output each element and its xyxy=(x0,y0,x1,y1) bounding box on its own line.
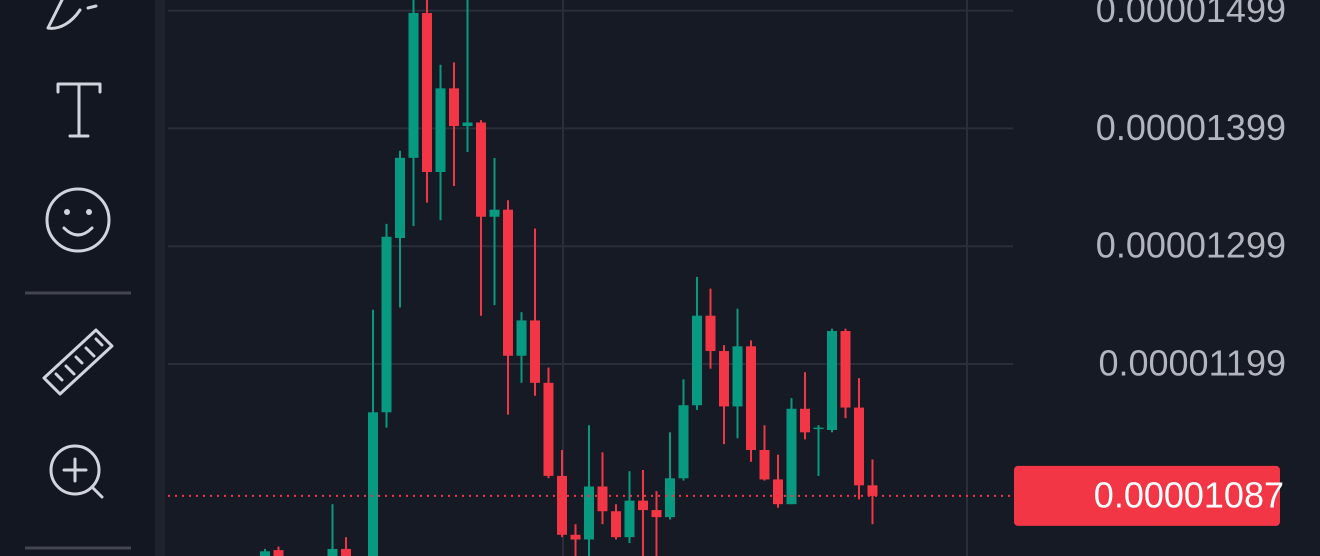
text-icon[interactable] xyxy=(56,82,102,138)
candle-body xyxy=(584,486,594,540)
candle-body xyxy=(732,346,743,407)
candle-body xyxy=(368,412,378,556)
candle-body xyxy=(543,382,554,476)
candle-body xyxy=(260,551,270,556)
ruler-tool[interactable] xyxy=(42,328,114,396)
candle-body xyxy=(530,320,540,383)
emoji-icon[interactable] xyxy=(45,187,111,253)
zoom-icon[interactable] xyxy=(49,444,101,496)
candle-body xyxy=(435,88,446,172)
candle-body xyxy=(395,157,405,238)
emoji-tool[interactable] xyxy=(45,187,111,253)
y-tick-label: 0.00001399 xyxy=(1096,107,1286,148)
y-tick-label: 0.00001299 xyxy=(1096,225,1286,266)
candle-body xyxy=(651,510,662,518)
candle-body xyxy=(813,427,824,430)
zoom-tool[interactable] xyxy=(49,444,104,499)
candle-body xyxy=(570,534,581,540)
brush-icon[interactable] xyxy=(46,0,98,30)
candle-body xyxy=(462,122,473,127)
candle-body xyxy=(678,405,689,479)
y-tick-label: 0.00001499 xyxy=(1096,0,1286,30)
candle-body xyxy=(341,548,351,556)
candle-body xyxy=(638,500,648,511)
price-axis: 0.00001499 0.00001399 0.00001299 0.00001199… xyxy=(1014,0,1286,526)
candle-body xyxy=(408,12,419,158)
candle-body xyxy=(449,88,459,127)
candle-body xyxy=(773,479,783,505)
grid xyxy=(168,9,1013,365)
candle-body xyxy=(422,12,432,172)
candle-body xyxy=(489,209,500,217)
text-tool[interactable] xyxy=(56,82,102,138)
candle-body xyxy=(597,486,608,512)
candle-body xyxy=(854,407,864,486)
candle-body xyxy=(746,346,756,450)
candle-body xyxy=(705,315,716,352)
candle-body xyxy=(719,351,729,407)
candle-body xyxy=(759,449,770,480)
emoji-eye xyxy=(64,209,70,215)
plot xyxy=(168,0,1013,556)
candle-body xyxy=(800,408,810,433)
candle-body xyxy=(611,511,621,538)
candle-body xyxy=(786,408,797,505)
candle-body xyxy=(476,122,486,217)
candle-body xyxy=(327,548,338,556)
candle-body xyxy=(867,485,878,496)
candle-body xyxy=(273,550,284,556)
candle-body xyxy=(840,331,851,408)
candle-body xyxy=(624,500,635,538)
candle-body xyxy=(557,475,567,535)
candle-body xyxy=(381,236,392,413)
last-price-badge xyxy=(1014,465,1280,526)
candle-body xyxy=(665,478,675,518)
candle-body xyxy=(503,209,513,356)
ruler-icon[interactable] xyxy=(42,328,114,396)
emoji-mouth xyxy=(62,226,94,237)
candle-body xyxy=(827,331,837,430)
zoom-plus xyxy=(62,457,104,499)
emoji-eye xyxy=(86,209,92,215)
drawing-tool[interactable] xyxy=(46,0,98,30)
last-price-label: 0.00001087 xyxy=(1094,474,1284,515)
y-tick-label: 0.00001199 xyxy=(1098,343,1286,384)
candle-body xyxy=(516,320,527,356)
candle-body xyxy=(692,315,702,406)
toolbar-separator xyxy=(155,0,165,556)
